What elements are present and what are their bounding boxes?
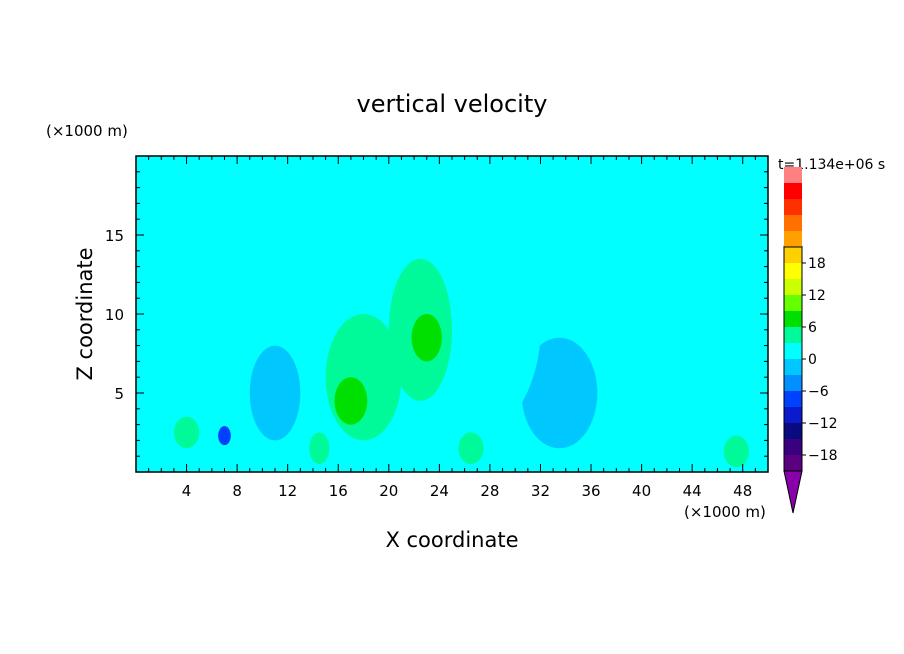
y-axis-label: Z coordinate: [73, 247, 97, 380]
x-tick-label: 40: [632, 482, 651, 500]
y-tick-label: 10: [105, 306, 124, 324]
colorbar-band: [784, 263, 802, 279]
velocity-cell: [591, 203, 667, 283]
velocity-cell: [180, 179, 244, 259]
colorbar-band: [784, 455, 802, 471]
colorbar-band: [784, 231, 802, 247]
velocity-field: [136, 156, 768, 472]
colorbar-band: [784, 311, 802, 327]
colorbar-band: [784, 167, 802, 183]
x-tick-label: 12: [278, 482, 297, 500]
colorbar-band: [784, 327, 802, 343]
colorbar-band: [784, 343, 802, 359]
velocity-cell: [249, 345, 301, 441]
colorbar-band: [784, 407, 802, 423]
colorbar-band: [784, 359, 802, 375]
colorbar-tick-label: 18: [808, 256, 826, 272]
x-tick-label: 8: [232, 482, 242, 500]
colorbar-band: [784, 439, 802, 455]
x-axis-label: X coordinate: [385, 528, 518, 552]
colorbar-tick-label: −6: [808, 384, 829, 400]
velocity-cell: [521, 337, 598, 449]
time-label: t=1.134e+06 s: [778, 157, 885, 173]
velocity-cell: [334, 377, 368, 425]
velocity-cell: [218, 426, 231, 446]
velocity-cell: [723, 435, 750, 468]
y-tick-label: 5: [114, 385, 124, 403]
colorbar-band: [784, 391, 802, 407]
colorbar-band: [784, 247, 802, 263]
velocity-cell: [411, 314, 442, 362]
x-axis: 4 8 12 16 20 24 28 32 36 40 44 48: [148, 156, 756, 500]
x-tick-label: 48: [733, 482, 752, 500]
colorbar-tick-label: −12: [808, 416, 838, 432]
colorbar-tick-label: 12: [808, 288, 826, 304]
x-tick-label: 20: [379, 482, 398, 500]
colorbar-tick-label: −18: [808, 448, 838, 464]
colorbar-band: [784, 423, 802, 439]
x-tick-label: 32: [531, 482, 550, 500]
colorbar-band: [784, 215, 802, 231]
y-axis: 5 10 15: [105, 171, 768, 457]
colorbar-band: [784, 199, 802, 215]
colorbar-band: [784, 183, 802, 199]
x-axis-unit: (×1000 m): [684, 503, 766, 521]
velocity-cell: [173, 416, 200, 449]
colorbar-band: [784, 375, 802, 391]
chart-title: vertical velocity: [357, 90, 548, 118]
x-tick-label: 44: [683, 482, 702, 500]
x-tick-label: 28: [480, 482, 499, 500]
velocity-cell: [309, 432, 330, 465]
x-tick-label: 4: [182, 482, 192, 500]
colorbar: 18 12 6 0 −6 −12 −18: [783, 167, 838, 514]
y-axis-unit: (×1000 m): [46, 122, 128, 140]
x-tick-label: 36: [581, 482, 600, 500]
colorbar-band: [784, 279, 802, 295]
x-tick-label: 24: [430, 482, 449, 500]
velocity-cell: [458, 432, 484, 465]
colorbar-tick-label: 0: [808, 352, 817, 368]
velocity-cell: [136, 361, 212, 441]
colorbar-under-arrow: [783, 470, 803, 514]
colorbar-band: [784, 295, 802, 311]
y-tick-label: 15: [105, 227, 124, 245]
x-tick-label: 16: [329, 482, 348, 500]
colorbar-tick-label: 6: [808, 320, 817, 336]
